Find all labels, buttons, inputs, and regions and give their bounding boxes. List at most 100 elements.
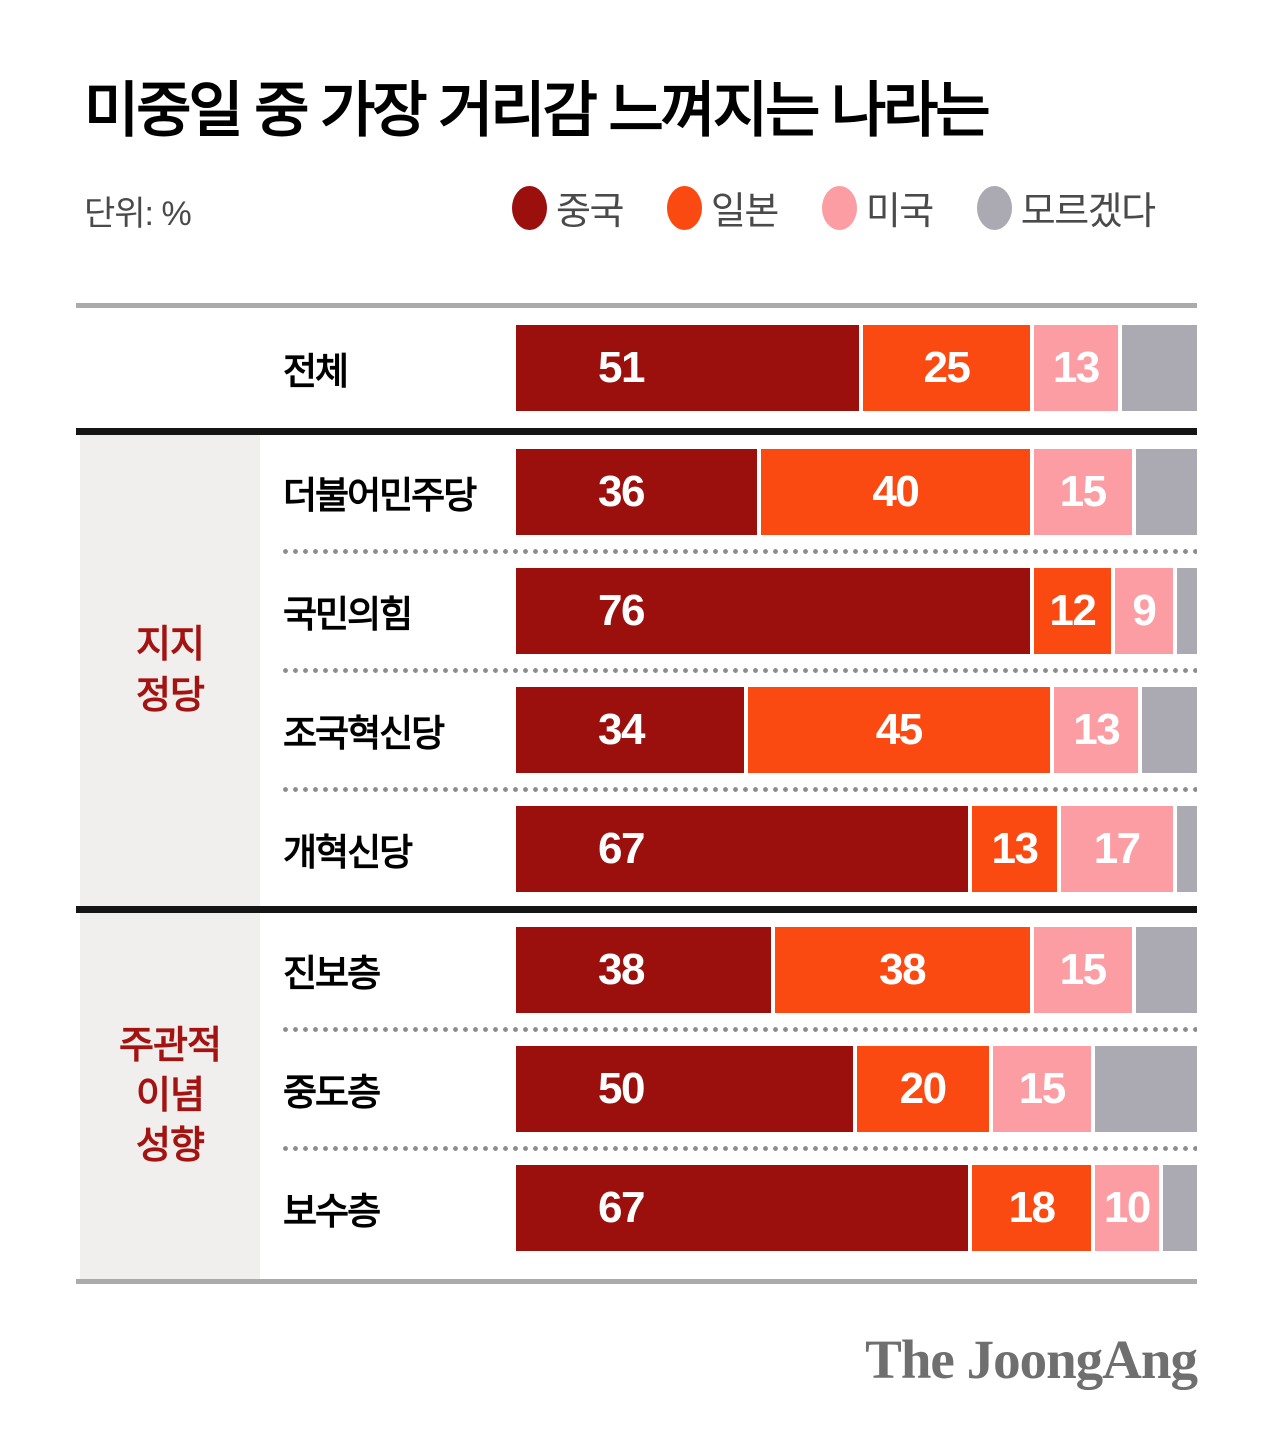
section-rows: 진보층 38 38 15 중도층 50 20 15 보수층 67 18 10: [260, 913, 1197, 1279]
legend-label: 중국: [556, 191, 624, 233]
row-label: 조국혁신당: [283, 713, 445, 754]
bar-segment-china: 38: [516, 927, 775, 1013]
bar-segment-china: 67: [516, 1165, 973, 1251]
bar-row: 진보층 38 38 15: [260, 913, 1197, 1027]
value-label: 15: [1059, 945, 1107, 994]
chart-bottom-line: [76, 1279, 1197, 1284]
section-label-column: [80, 308, 260, 428]
footer: The JoongAng: [76, 1328, 1198, 1391]
bar-segment-dont-know: [1176, 806, 1197, 892]
bar-segment-japan: 13: [972, 806, 1061, 892]
stacked-bar: 50 20 15: [516, 1046, 1197, 1132]
section-divider: [76, 428, 1197, 435]
bar-segment-usa: 13: [1053, 687, 1143, 773]
value-label: 15: [1059, 467, 1107, 516]
bar-segment-dont-know: [1142, 687, 1197, 773]
bar-segment-japan: 25: [863, 325, 1034, 411]
legend-label: 일본: [710, 191, 779, 233]
value-label: 67: [598, 824, 645, 873]
section-rows: 전체 51 25 13: [260, 308, 1197, 428]
legend-dot-china-icon: [512, 185, 547, 230]
value-label: 17: [1093, 824, 1141, 873]
chart-title: 미중일 중 가장 거리감 느껴지는 나라는: [84, 77, 991, 144]
chart-body: 전체 51 25 13 지지 정당 더불어민주당 36 40 15 국민의힘 76 12 9 조국혁신당 34…: [76, 303, 1197, 1284]
bar-segment-china: 51: [516, 325, 864, 411]
stacked-bar: 67 18 10: [516, 1165, 1197, 1251]
row-label: 전체: [283, 351, 349, 392]
section-rows: 더불어민주당 36 40 15 국민의힘 76 12 9 조국혁신당 34 45 13 개혁신당 67 13…: [260, 435, 1197, 906]
value-label: 34: [598, 705, 645, 754]
row-divider: [283, 1146, 1197, 1151]
bar-row: 보수층 67 18 10: [260, 1151, 1197, 1265]
legend-label: 미국: [865, 191, 934, 233]
value-label: 36: [598, 467, 645, 516]
value-label: 25: [923, 343, 970, 392]
legend-dot-dont-know-icon: [976, 185, 1012, 230]
stacked-bar: 36 40 15: [516, 449, 1197, 535]
legend-dot-usa-icon: [821, 185, 857, 230]
row-label: 더불어민주당: [283, 475, 477, 516]
bar-segment-japan: 18: [972, 1165, 1095, 1251]
bar-segment-usa: 17: [1060, 806, 1177, 892]
section-label: 정당: [136, 674, 205, 717]
bar-segment-dont-know: [1162, 1165, 1197, 1251]
legend-item-japan: 일본: [666, 180, 779, 235]
bar-row: 국민의힘 76 12 9: [260, 554, 1197, 668]
bar-segment-dont-know: [1122, 325, 1197, 411]
bar-segment-china: 36: [516, 449, 762, 535]
bar-segment-dont-know: [1135, 927, 1197, 1013]
value-label: 38: [598, 945, 645, 994]
section-group: 주관적 이념 성향 진보층 38 38 15 중도층 50 20 15 보수층 67 18 10: [76, 913, 1197, 1279]
joongang-logo: The JoongAng: [865, 1329, 1198, 1390]
bar-segment-dont-know: [1094, 1046, 1197, 1132]
bar-segment-usa: 15: [992, 1046, 1095, 1132]
bar-segment-japan: 38: [774, 927, 1034, 1013]
row-label: 개혁신당: [283, 832, 413, 873]
stacked-bar: 67 13 17: [516, 806, 1197, 892]
bar-segment-usa: 15: [1033, 927, 1136, 1013]
legend-dot-japan-icon: [666, 185, 702, 230]
bar-segment-usa: 9: [1115, 568, 1177, 654]
section-group: 전체 51 25 13: [76, 308, 1197, 428]
row-divider: [283, 549, 1197, 554]
bar-segment-dont-know: [1176, 568, 1197, 654]
bar-segment-usa: 13: [1033, 325, 1123, 411]
value-label: 18: [1008, 1183, 1056, 1232]
section-label: 지지: [136, 624, 205, 667]
value-label: 51: [598, 343, 645, 392]
bar-row: 조국혁신당 34 45 13: [260, 673, 1197, 787]
section-label: 주관적: [119, 1024, 222, 1067]
stacked-bar: 38 38 15: [516, 927, 1197, 1013]
value-label: 76: [598, 586, 645, 635]
section-label: 이념: [136, 1074, 205, 1117]
value-label: 38: [879, 945, 926, 994]
value-label: 13: [991, 824, 1039, 873]
value-label: 45: [875, 705, 923, 754]
row-label: 진보층: [283, 953, 381, 994]
section-label-column: 주관적 이념 성향: [80, 913, 260, 1279]
bar-segment-china: 76: [516, 568, 1034, 654]
row-divider: [283, 668, 1197, 673]
value-label: 9: [1132, 586, 1156, 635]
legend: 중국 일본 미국 모르겠다: [512, 180, 1156, 235]
row-divider: [283, 1027, 1197, 1032]
legend-item-dont-know: 모르겠다: [976, 180, 1156, 235]
stacked-bar: 51 25 13: [516, 325, 1197, 411]
value-label: 13: [1052, 343, 1100, 392]
legend-label: 모르겠다: [1020, 191, 1156, 233]
legend-item-usa: 미국: [821, 180, 934, 235]
value-label: 15: [1018, 1064, 1066, 1113]
value-label: 20: [899, 1064, 947, 1113]
bar-segment-usa: 15: [1033, 449, 1136, 535]
row-label: 보수층: [283, 1191, 381, 1232]
stacked-bar: 34 45 13: [516, 687, 1197, 773]
bar-segment-china: 50: [516, 1046, 857, 1132]
row-label: 중도층: [283, 1072, 381, 1113]
value-label: 67: [598, 1183, 645, 1232]
bar-segment-usa: 10: [1094, 1165, 1163, 1251]
value-label: 13: [1073, 705, 1120, 754]
row-divider: [283, 787, 1197, 792]
